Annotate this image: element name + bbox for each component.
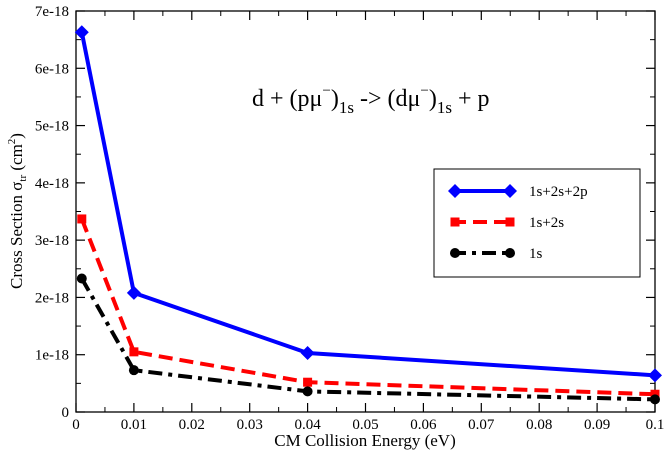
x-tick-label: 0.09 — [584, 417, 610, 433]
series-1s — [76, 273, 660, 405]
data-point — [74, 25, 89, 40]
data-point — [126, 285, 141, 300]
x-tick-label: 0.02 — [179, 417, 205, 433]
series-line — [79, 31, 656, 378]
data-point — [300, 345, 315, 360]
data-point — [302, 386, 313, 397]
legend-marker-end — [505, 217, 515, 227]
y-tick-label: 2e-18 — [35, 290, 69, 306]
annotation-normal: -> (dμ — [354, 86, 420, 112]
legend-label: 1s+2s — [529, 215, 564, 231]
y-axis-title-sub: tr — [17, 175, 29, 182]
y-axis-title-main: Cross Section σ — [7, 182, 26, 289]
annotation-sub: 1s — [437, 98, 452, 117]
series-line — [79, 218, 656, 397]
legend-marker-start — [450, 248, 460, 258]
y-tick-label: 0 — [62, 405, 70, 421]
data-point — [648, 368, 662, 383]
annotation-normal: ) — [331, 86, 339, 112]
data-point — [303, 377, 313, 387]
data-point — [128, 365, 139, 376]
x-tick-label: 0.04 — [294, 417, 321, 433]
legend-marker-start — [448, 184, 462, 198]
x-tick-label: 0.05 — [352, 417, 378, 433]
annotation-normal: + p — [452, 86, 490, 112]
annotation-sup: − — [322, 83, 330, 99]
annotation-sub: 1s — [339, 98, 354, 117]
series-1s+2s+2p — [74, 25, 662, 383]
y-axis-title: Cross Section σtr (cm2) — [6, 133, 29, 289]
reaction-annotation: d + (pμ−)1s -> (dμ−)1s + p — [252, 83, 490, 117]
annotation-normal: d + (pμ — [252, 86, 322, 112]
y-axis-title-sup: 2 — [6, 139, 18, 145]
x-axis-ticks: 0 0.01 0.02 0.03 0.04 0.05 0.06 0.07 0.08 0.09 0.1 — [72, 11, 664, 433]
series-line — [80, 277, 656, 402]
legend-label: 1s+2s+2p — [529, 184, 588, 200]
y-tick-label: 7e-18 — [35, 4, 69, 20]
x-tick-label: 0 — [72, 417, 80, 433]
y-axis-title-close: ) — [7, 133, 26, 139]
legend-marker-end — [505, 248, 515, 258]
series-layer — [74, 25, 662, 405]
data-point — [650, 394, 660, 405]
x-tick-label: 0.03 — [237, 417, 263, 433]
y-tick-label: 3e-18 — [35, 233, 69, 249]
y-axis-ticks: 0 1e-18 2e-18 3e-18 4e-18 5e-18 6e-18 7e-18 — [35, 4, 655, 421]
x-tick-label: 0.07 — [468, 417, 495, 433]
y-tick-label: 1e-18 — [35, 348, 69, 364]
legend: 1s+2s+2p 1s+2s 1s — [433, 168, 641, 278]
legend-marker-start — [450, 217, 460, 227]
legend-label: 1s — [529, 246, 543, 262]
data-point — [129, 347, 139, 357]
data-point — [650, 389, 660, 399]
series-1s+2s — [77, 214, 660, 399]
legend-marker-end — [503, 184, 517, 198]
y-tick-label: 4e-18 — [35, 176, 69, 192]
annotation-normal: ) — [429, 86, 437, 112]
annotation-sup: − — [420, 83, 428, 99]
x-tick-label: 0.01 — [121, 417, 147, 433]
x-axis-title: CM Collision Energy (eV) — [274, 431, 455, 450]
data-point — [77, 214, 87, 224]
x-tick-label: 0.06 — [410, 417, 437, 433]
y-tick-label: 5e-18 — [35, 119, 69, 135]
y-tick-label: 6e-18 — [35, 61, 69, 77]
data-point — [76, 273, 87, 284]
x-tick-label: 0.08 — [526, 417, 552, 433]
y-axis-title-unit: (cm — [7, 144, 26, 175]
legend-box — [433, 168, 641, 278]
x-tick-label: 0.1 — [646, 417, 665, 433]
